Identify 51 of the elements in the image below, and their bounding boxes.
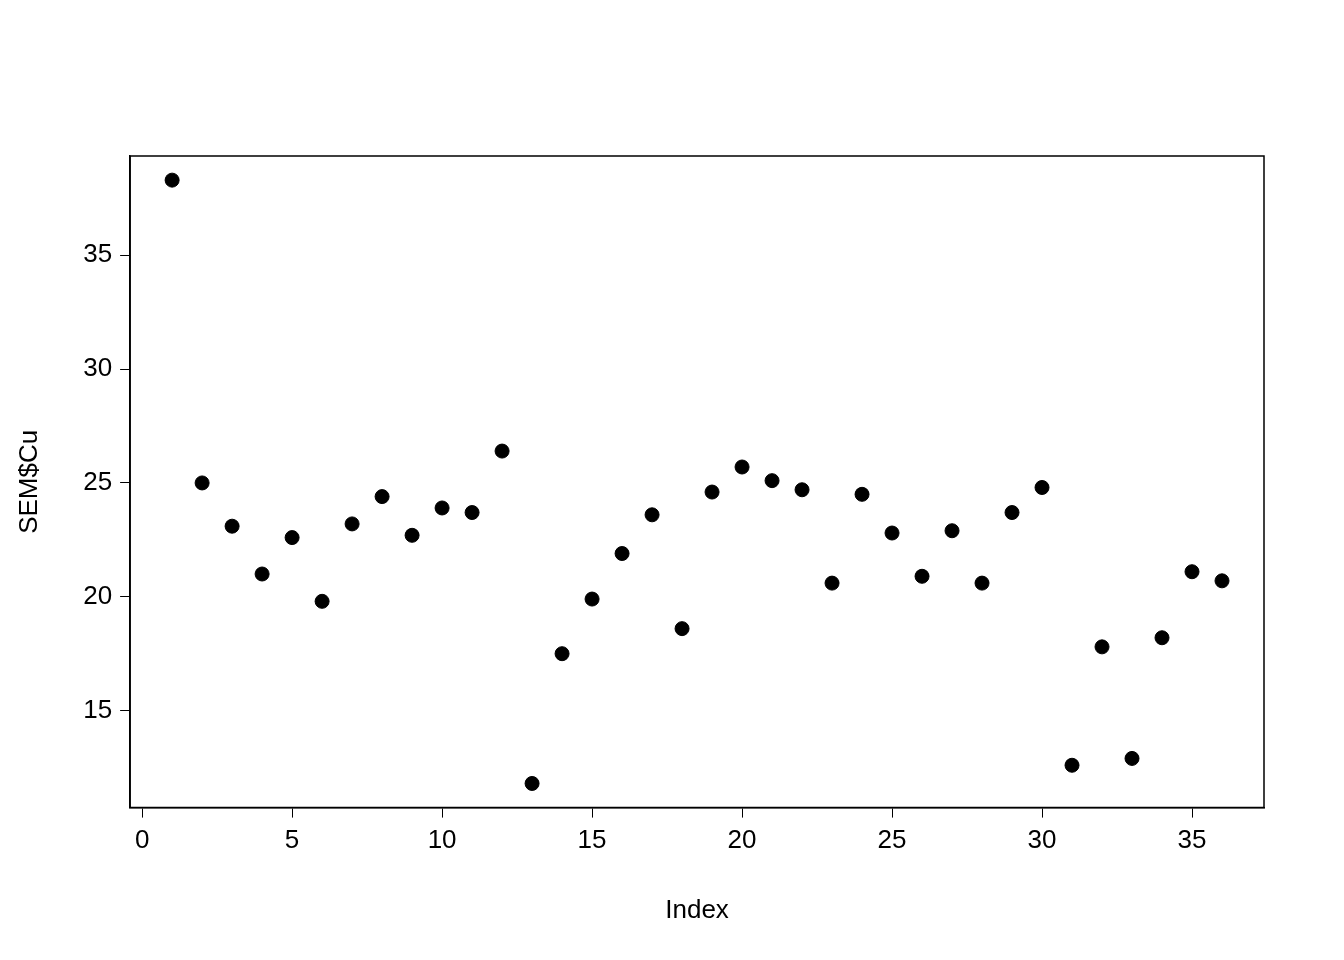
y-axis-title: SEM$Cu (12, 429, 43, 534)
point (614, 546, 630, 562)
point (1214, 573, 1230, 589)
point (344, 516, 360, 532)
point (584, 591, 600, 607)
x-tick-label: 5 (284, 824, 300, 855)
point (944, 523, 960, 539)
point (404, 527, 420, 543)
point (464, 505, 480, 521)
y-tick-label: 15 (83, 693, 113, 724)
y-tick-label: 35 (83, 238, 113, 269)
point (1154, 630, 1170, 646)
y-tick-label: 30 (83, 352, 113, 383)
x-tick-label: 35 (1177, 824, 1207, 855)
point (1094, 639, 1110, 655)
point (554, 646, 570, 662)
point (164, 172, 180, 188)
point (674, 621, 690, 637)
x-tick-label: 10 (427, 824, 457, 855)
point (1184, 564, 1200, 580)
point (974, 575, 990, 591)
point (494, 443, 510, 459)
x-tick-label: 30 (1027, 824, 1057, 855)
point (764, 473, 780, 489)
point (854, 486, 870, 502)
point (434, 500, 450, 516)
point (254, 566, 270, 582)
point (734, 459, 750, 475)
point (1004, 505, 1020, 521)
point (314, 593, 330, 609)
point (284, 530, 300, 546)
point (644, 507, 660, 523)
point (1064, 757, 1080, 773)
point (224, 518, 240, 534)
x-tick-label: 15 (577, 824, 607, 855)
point (914, 568, 930, 584)
point (884, 525, 900, 541)
x-axis-title: Index (665, 893, 729, 924)
x-tick-label: 0 (134, 824, 150, 855)
point (194, 475, 210, 491)
x-tick-label: 20 (727, 824, 757, 855)
point (824, 575, 840, 591)
point (704, 484, 720, 500)
point (1124, 750, 1140, 766)
point (374, 489, 390, 505)
point (1034, 479, 1050, 495)
point (524, 775, 540, 791)
x-tick-label: 25 (877, 824, 907, 855)
point (794, 482, 810, 498)
y-tick-label: 20 (83, 579, 113, 610)
y-tick-label: 25 (83, 466, 113, 497)
